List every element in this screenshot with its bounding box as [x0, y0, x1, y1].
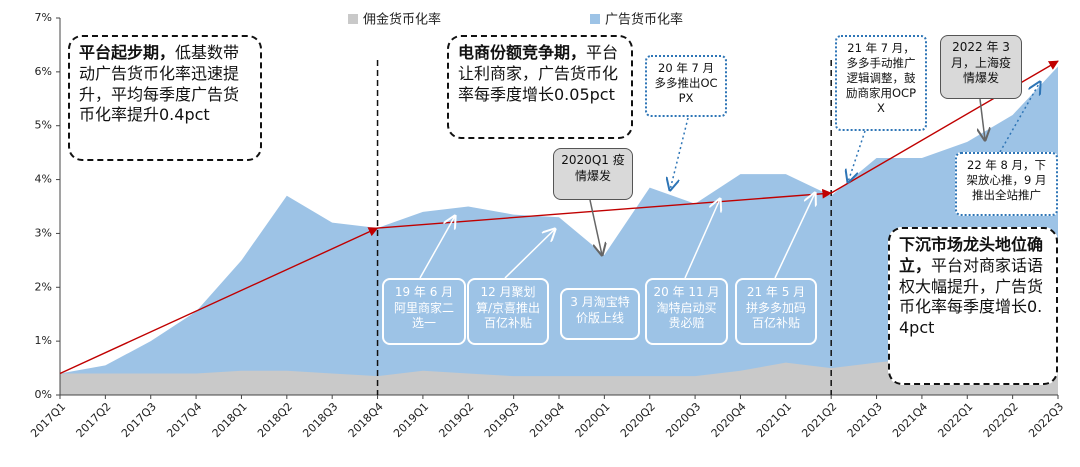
x-tick-label: 2018Q4	[346, 400, 386, 440]
annotation: 12 月聚划算/京喜推出百亿补贴	[467, 278, 549, 345]
annotation-text: 2020Q1 疫情爆发	[561, 153, 625, 183]
legend-swatch	[590, 14, 600, 24]
annotation-text: 20 年 11 月淘特启动买贵必赔	[653, 285, 720, 331]
y-tick-label: 0%	[35, 388, 52, 401]
x-tick-label: 2018Q3	[300, 400, 340, 440]
x-tick-label: 2017Q3	[119, 400, 159, 440]
legend-label: 佣金货币化率	[363, 12, 441, 28]
y-tick-label: 1%	[35, 334, 52, 347]
legend-label: 广告货币化率	[605, 12, 683, 28]
annotation: 22 年 8 月，下架放心推，9 月推出全站推广	[955, 152, 1058, 216]
x-tick-label: 2017Q1	[28, 400, 68, 440]
y-tick-label: 2%	[35, 280, 52, 293]
annotation-text: 22 年 8 月，下架放心推，9 月推出全站推广	[966, 158, 1047, 202]
x-tick-label: 2022Q3	[1026, 400, 1066, 440]
annotation-text: 21 年 5 月拼多多加码百亿补贴	[745, 285, 806, 331]
x-tick-label: 2021Q1	[754, 400, 794, 440]
annotation: 19 年 6 月阿里商家二选一	[382, 278, 466, 345]
area	[60, 341, 1058, 395]
x-tick-label: 2021Q2	[799, 400, 839, 440]
annotation: 2020Q1 疫情爆发	[553, 148, 633, 200]
annotation-arrow	[684, 199, 720, 279]
x-tick-label: 2021Q4	[890, 400, 930, 440]
annotation: 20 年 7 月多多推出OCPX	[645, 55, 727, 117]
annotation-text: 平台对商家话语权大幅提升，广告货币化率每季度增长0.4pct	[899, 255, 1044, 338]
annotation-arrow	[848, 130, 866, 182]
annotation-arrow	[419, 216, 455, 279]
annotation: 下沉市场龙头地位确立，平台对商家话语权大幅提升，广告货币化率每季度增长0.4pc…	[888, 227, 1058, 385]
annotation-heading: 电商份额竞争期，	[458, 43, 587, 62]
x-tick-label: 2019Q3	[482, 400, 522, 440]
annotation-text: 19 年 6 月阿里商家二选一	[393, 285, 454, 331]
x-tick-label: 2017Q4	[164, 400, 204, 440]
annotation-text: 2022 年 3 月，上海疫情爆发	[950, 40, 1011, 86]
x-tick-label: 2018Q2	[255, 400, 295, 440]
y-tick-label: 7%	[35, 11, 52, 24]
annotation: 20 年 11 月淘特启动买贵必赔	[645, 278, 728, 345]
x-tick-label: 2018Q1	[210, 400, 250, 440]
annotation-heading: 下沉市场龙头地位确立，	[899, 235, 1044, 275]
annotation: 21 年 7 月，多多手动推广逻辑调整，鼓励商家用OCPX	[835, 35, 927, 131]
annotation: 21 年 5 月拼多多加码百亿补贴	[735, 278, 817, 345]
x-tick-label: 2022Q1	[935, 400, 975, 440]
annotation-text: 3 月淘宝特价版上线	[570, 295, 630, 325]
x-tick-label: 2019Q2	[436, 400, 476, 440]
annotation-text: 低基数带动广告货币化率迅速提升，平均每季度广告货币化率提升0.4pct	[79, 43, 240, 125]
y-tick-label: 3%	[35, 226, 52, 239]
annotation-arrow	[670, 117, 689, 190]
annotation: 电商份额竞争期，平台让利商家，广告货币化率每季度增长0.05pct	[447, 35, 633, 139]
annotation-text: 12 月聚划算/京喜推出百亿补贴	[475, 285, 541, 331]
x-tick-label: 2020Q3	[663, 400, 703, 440]
x-tick-label: 2021Q3	[845, 400, 885, 440]
x-tick-label: 2020Q4	[709, 400, 749, 440]
annotation-arrow	[999, 82, 1040, 153]
annotation-text: 21 年 7 月，多多手动推广逻辑调整，鼓励商家用OCPX	[845, 41, 917, 115]
annotation-text: 20 年 7 月多多推出OCPX	[654, 61, 718, 105]
annotation-arrow	[589, 199, 602, 255]
trend-arrow	[59, 227, 379, 375]
area	[60, 66, 1058, 395]
legend-swatch	[348, 14, 358, 24]
annotation: 平台起步期，低基数带动广告货币化率迅速提升，平均每季度广告货币化率提升0.4pc…	[68, 35, 262, 161]
annotation: 3 月淘宝特价版上线	[560, 288, 640, 340]
annotation-text: 平台让利商家，广告货币化率每季度增长0.05pct	[458, 43, 619, 104]
annotation-arrow	[504, 229, 555, 279]
x-tick-label: 2022Q2	[981, 400, 1021, 440]
annotation-heading: 平台起步期，	[79, 43, 176, 62]
annotation-arrow	[980, 98, 985, 140]
y-tick-label: 4%	[35, 173, 52, 186]
y-tick-label: 6%	[35, 65, 52, 78]
annotation: 2022 年 3 月，上海疫情爆发	[940, 35, 1022, 99]
x-tick-label: 2020Q2	[618, 400, 658, 440]
x-tick-label: 2017Q2	[74, 400, 114, 440]
x-tick-label: 2020Q1	[573, 400, 613, 440]
x-tick-label: 2019Q4	[527, 400, 567, 440]
annotation-arrow	[774, 193, 815, 279]
y-tick-label: 5%	[35, 119, 52, 132]
x-tick-label: 2019Q1	[391, 400, 431, 440]
